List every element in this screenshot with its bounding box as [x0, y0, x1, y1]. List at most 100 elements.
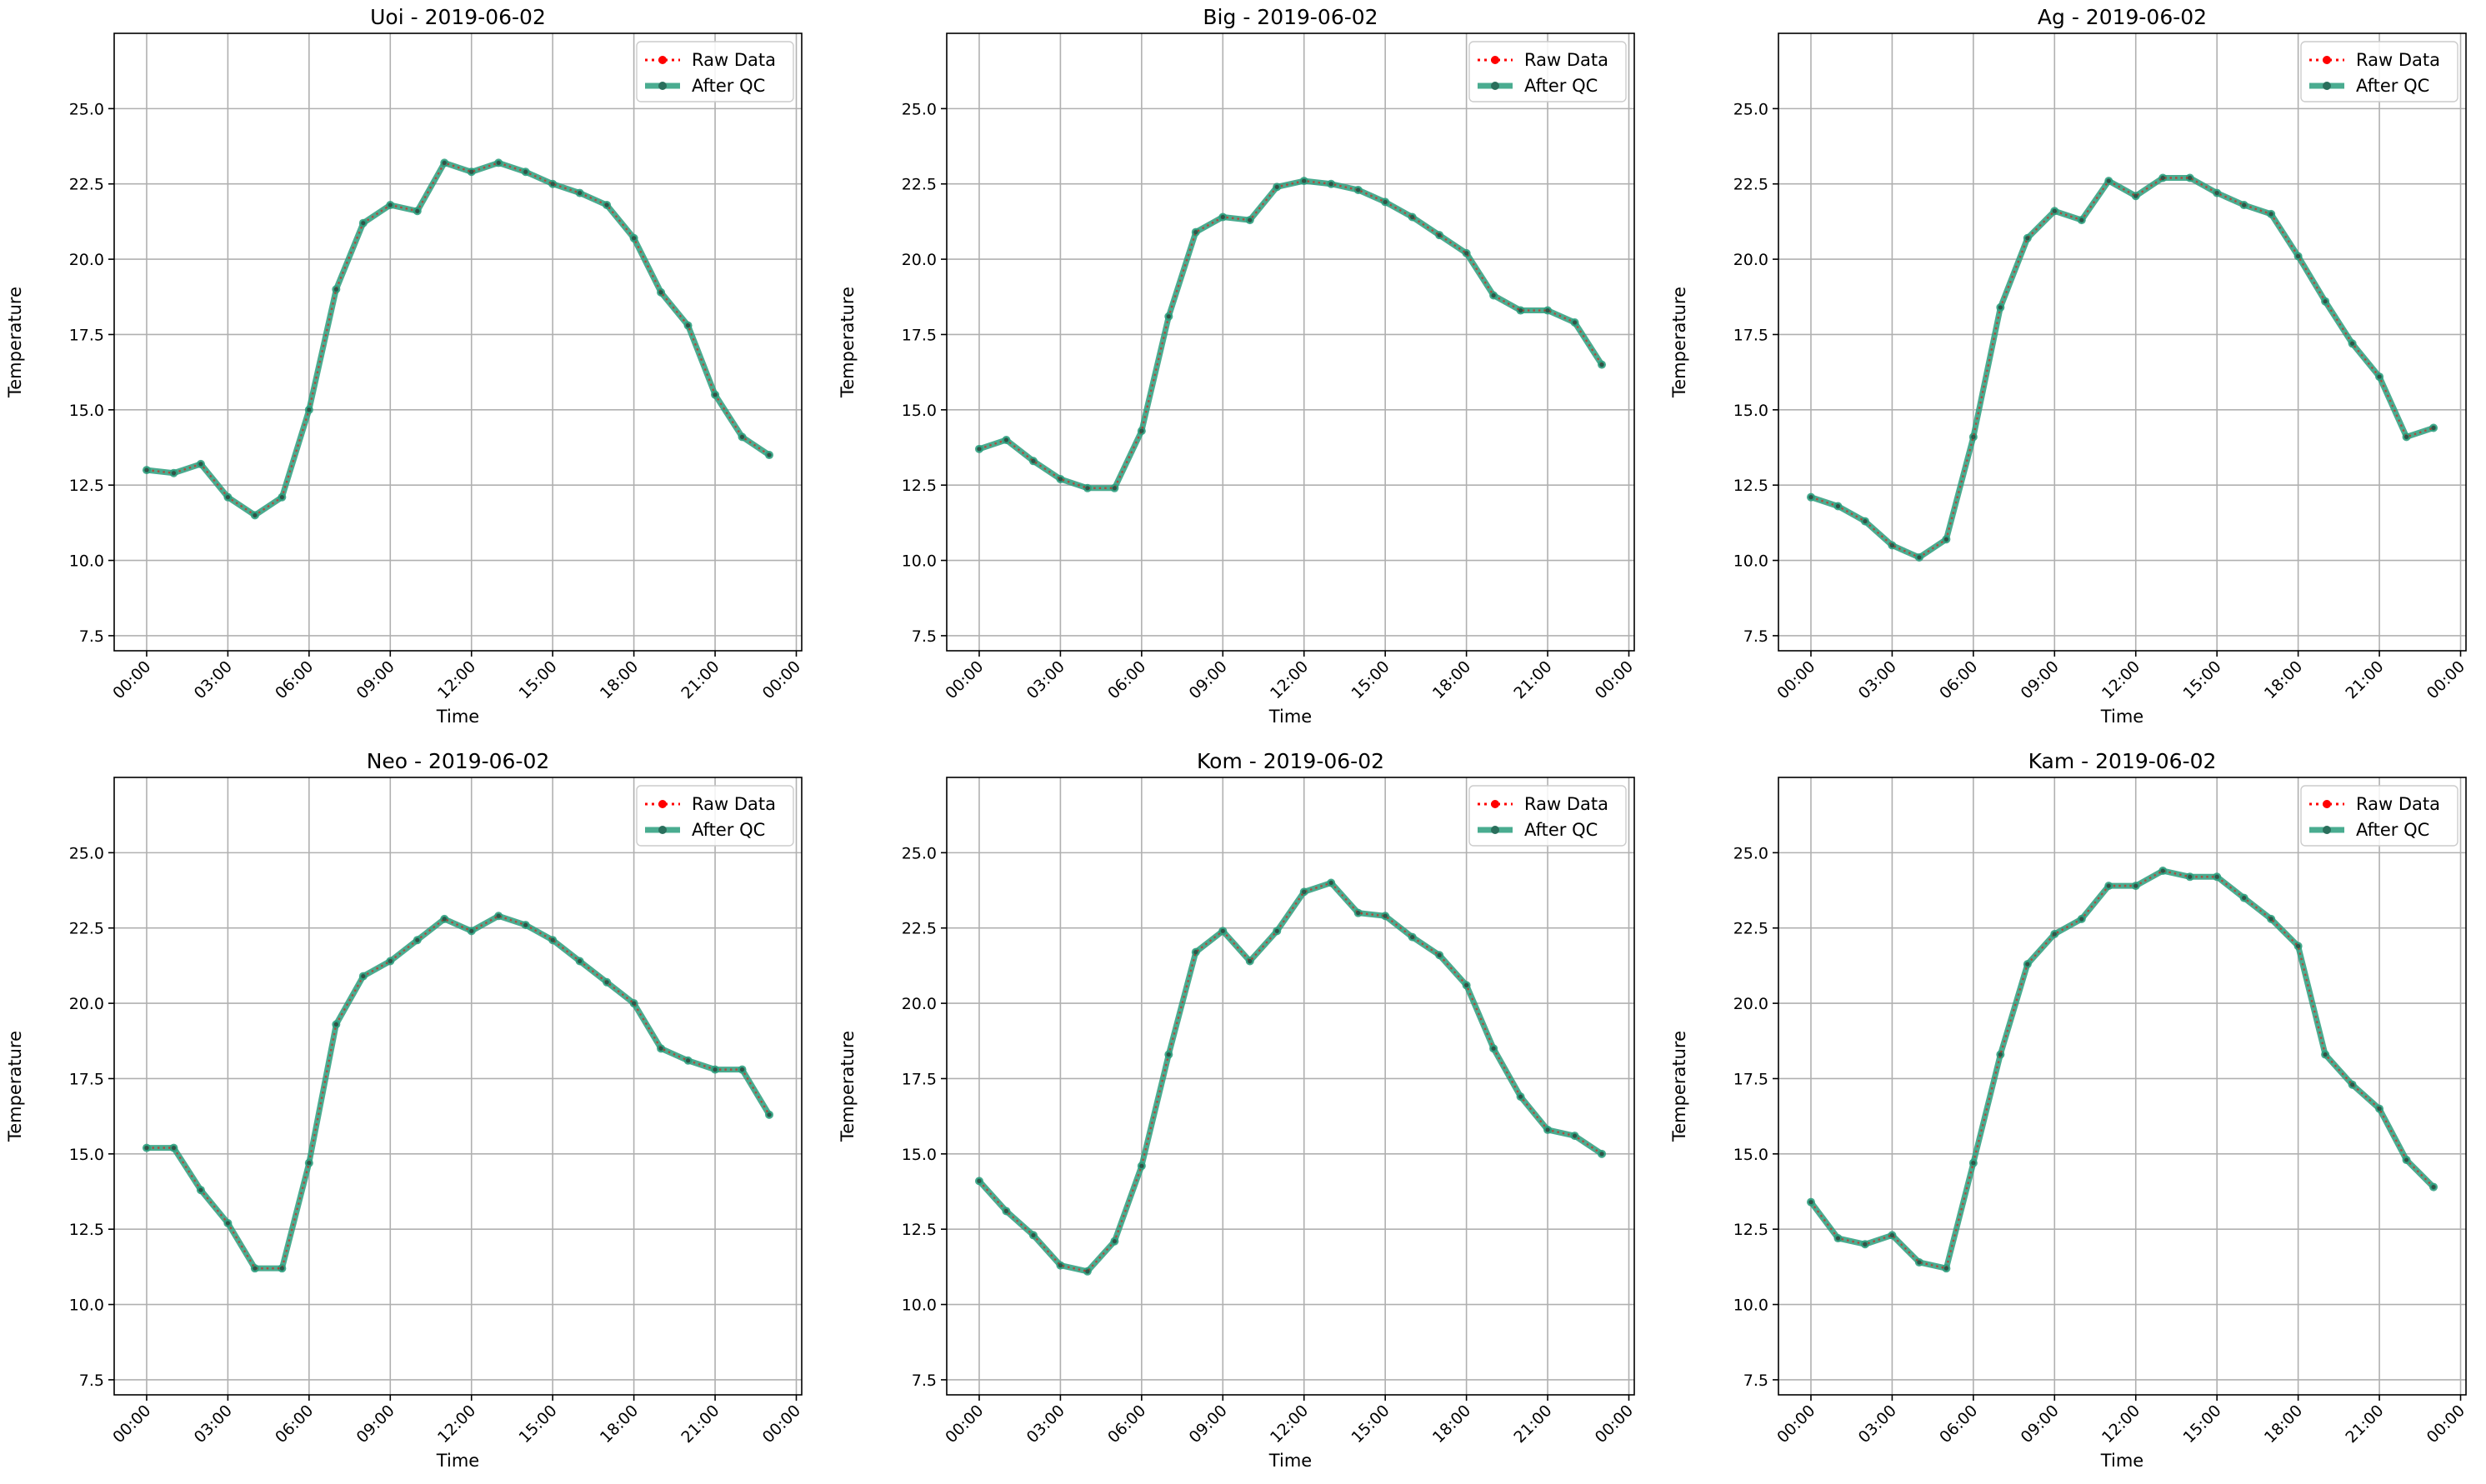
- x-tick-label: 18:00: [1429, 1402, 1474, 1447]
- legend-after-qc-label: After QC: [692, 76, 765, 96]
- subplot-6: 00:00 03:00 06:00 09:00 12:00 15:00 18:00 21:00…: [1669, 749, 2468, 1471]
- point-raw-data: [2268, 212, 2273, 217]
- point-raw-data: [767, 452, 772, 457]
- subplot-title: Kom - 2019-06-02: [1197, 749, 1384, 773]
- point-raw-data: [1917, 1260, 1922, 1265]
- point-raw-data: [469, 169, 474, 174]
- point-raw-data: [1545, 307, 1550, 313]
- point-raw-data: [469, 928, 474, 933]
- point-raw-data: [1971, 434, 1976, 439]
- point-raw-data: [253, 512, 258, 517]
- point-raw-data: [1166, 314, 1171, 319]
- x-tick-label: 09:00: [2018, 1402, 2063, 1447]
- point-raw-data: [604, 202, 609, 207]
- y-tick-label: 25.0: [69, 844, 104, 862]
- point-raw-data: [225, 1221, 231, 1226]
- point-raw-data: [977, 1178, 982, 1183]
- point-raw-data: [415, 208, 420, 213]
- y-tick-label: 20.0: [902, 995, 937, 1013]
- x-axis-label: Time: [2100, 1451, 2143, 1471]
- point-raw-data: [442, 160, 447, 166]
- point-raw-data: [1328, 182, 1333, 187]
- y-axis-label: Temperature: [838, 1031, 858, 1142]
- x-tick-label: 06:00: [1936, 657, 1981, 702]
- y-tick-label: 12.5: [69, 1221, 104, 1239]
- plot-area: [114, 777, 802, 1395]
- point-raw-data: [2079, 217, 2084, 222]
- subplot-5: 00:00 03:00 06:00 09:00 12:00 15:00 18:00 21:00…: [838, 749, 1637, 1471]
- point-raw-data: [977, 447, 982, 452]
- x-tick-label: 00:00: [109, 1402, 154, 1447]
- legend: Raw Data After QC: [2300, 41, 2458, 102]
- point-raw-data: [1383, 913, 1388, 918]
- y-tick-label: 20.0: [902, 251, 937, 269]
- point-raw-data: [307, 1161, 312, 1166]
- point-raw-data: [2188, 175, 2193, 181]
- y-tick-label: 15.0: [69, 1146, 104, 1164]
- point-raw-data: [1599, 362, 1604, 367]
- x-tick-label: 15:00: [1348, 657, 1393, 702]
- point-raw-data: [333, 287, 338, 292]
- plot-area: [947, 33, 1634, 651]
- legend: Raw Data After QC: [2300, 785, 2458, 847]
- legend-after-qc-label: After QC: [2356, 820, 2429, 840]
- x-tick-label: 06:00: [1936, 1402, 1981, 1447]
- point-raw-data: [496, 160, 501, 166]
- y-tick-label: 20.0: [69, 251, 104, 269]
- legend-after-qc-marker: [1491, 82, 1499, 90]
- x-tick-label: 21:00: [678, 657, 723, 702]
- point-raw-data: [415, 937, 420, 942]
- point-raw-data: [2296, 253, 2301, 259]
- point-raw-data: [2133, 883, 2138, 888]
- point-raw-data: [1835, 503, 1841, 509]
- y-tick-label: 25.0: [902, 844, 937, 862]
- legend-after-qc-marker: [2323, 82, 2331, 90]
- plot-area: [1778, 33, 2466, 651]
- axes-frame: [113, 32, 803, 652]
- point-raw-data: [523, 169, 528, 174]
- plot-area: [947, 777, 1634, 1395]
- y-tick-label: 25.0: [1733, 844, 1768, 862]
- x-tick-label: 03:00: [1023, 1402, 1068, 1447]
- y-tick-label: 10.0: [69, 1297, 104, 1315]
- point-raw-data: [253, 1266, 258, 1271]
- point-raw-data: [1248, 217, 1253, 222]
- x-tick-label: 06:00: [1104, 657, 1149, 702]
- point-raw-data: [2349, 341, 2355, 346]
- x-tick-label: 00:00: [759, 657, 804, 702]
- point-raw-data: [1572, 320, 1578, 325]
- point-raw-data: [658, 1046, 663, 1051]
- series-line-raw-data: [146, 161, 770, 517]
- point-raw-data: [2025, 236, 2030, 241]
- x-tick-label: 12:00: [2098, 657, 2143, 702]
- point-raw-data: [1889, 1232, 1895, 1238]
- point-raw-data: [1003, 437, 1009, 442]
- y-axis-label: Temperature: [838, 287, 858, 398]
- y-tick-label: 25.0: [1733, 100, 1768, 118]
- x-tick-label: 00:00: [2423, 1402, 2468, 1447]
- axes-frame: [1778, 777, 2467, 1396]
- legend-raw-data-label: Raw Data: [2356, 50, 2440, 70]
- point-raw-data: [1410, 214, 1415, 220]
- point-raw-data: [1518, 307, 1523, 313]
- legend-raw-data-label: Raw Data: [2356, 794, 2440, 814]
- point-raw-data: [1356, 911, 1361, 916]
- y-tick-label: 15.0: [1733, 1146, 1768, 1164]
- legend-after-qc-marker: [1491, 826, 1499, 834]
- legend: Raw Data After QC: [636, 41, 794, 102]
- point-raw-data: [279, 495, 284, 500]
- y-tick-label: 7.5: [79, 627, 104, 646]
- y-tick-label: 12.5: [69, 477, 104, 495]
- point-raw-data: [1545, 1127, 1550, 1132]
- point-raw-data: [442, 917, 447, 922]
- x-tick-label: 09:00: [2018, 657, 2063, 702]
- series-line-after-qc: [1808, 867, 2437, 1272]
- x-tick-label: 03:00: [1023, 657, 1068, 702]
- x-tick-label: 12:00: [1267, 657, 1312, 702]
- x-tick-label: 18:00: [597, 1402, 642, 1447]
- legend-after-qc-marker: [658, 82, 667, 90]
- point-raw-data: [2160, 868, 2165, 873]
- subplot-title: Kam - 2019-06-02: [2028, 749, 2217, 773]
- point-raw-data: [2025, 962, 2030, 967]
